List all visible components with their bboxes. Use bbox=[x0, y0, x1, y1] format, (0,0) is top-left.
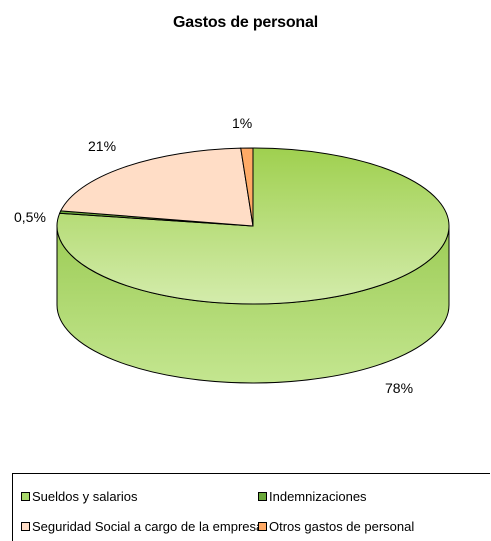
data-label-otros: 1% bbox=[232, 115, 253, 131]
legend-swatch-seguridad-social bbox=[21, 522, 30, 531]
pie-slice-seguridad-social bbox=[59, 147, 254, 227]
pie-slice-sueldos bbox=[56, 147, 450, 305]
legend-item-indemnizaciones: Indemnizaciones bbox=[258, 489, 367, 504]
legend-item-seguridad-social: Seguridad Social a cargo de la empresa bbox=[21, 519, 263, 534]
pie-slice-otros bbox=[240, 147, 254, 227]
legend-swatch-sueldos bbox=[21, 492, 30, 501]
legend-swatch-otros bbox=[258, 522, 267, 531]
legend-label-seguridad-social: Seguridad Social a cargo de la empresa bbox=[32, 519, 264, 534]
pie-chart bbox=[56, 147, 450, 384]
chart-title: Gastos de personal bbox=[173, 14, 318, 31]
legend-label-otros: Otros gastos de personal bbox=[269, 519, 415, 534]
legend-item-sueldos: Sueldos y salarios bbox=[21, 489, 138, 504]
legend: Sueldos y salarios Indemnizaciones Segur… bbox=[12, 473, 490, 541]
data-label-indemnizaciones: 0,5% bbox=[14, 209, 46, 225]
legend-swatch-indemnizaciones bbox=[258, 492, 267, 501]
legend-label-indemnizaciones: Indemnizaciones bbox=[269, 489, 367, 504]
data-label-seguridad-social: 21% bbox=[88, 138, 117, 154]
legend-label-sueldos: Sueldos y salarios bbox=[32, 489, 138, 504]
legend-item-otros: Otros gastos de personal bbox=[258, 519, 414, 534]
data-label-sueldos: 78% bbox=[385, 380, 414, 396]
